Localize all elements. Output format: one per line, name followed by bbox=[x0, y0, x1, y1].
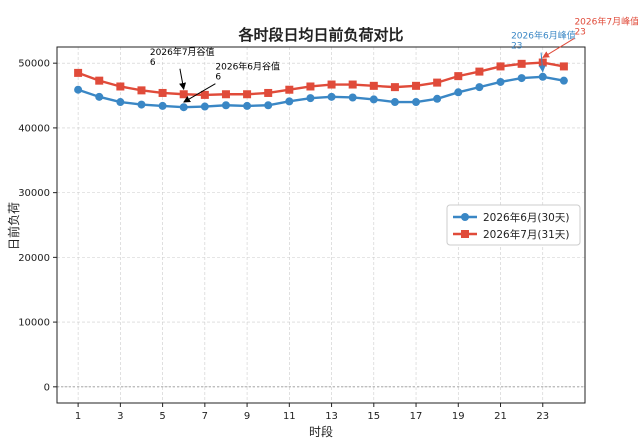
series-1-point bbox=[285, 97, 294, 106]
legend: 2026年6月(30天) 2026年7月(31天) bbox=[446, 204, 581, 246]
series-1-point bbox=[95, 92, 104, 101]
legend-entry: 2026年7月(31天) bbox=[483, 228, 569, 241]
y-axis-label: 日前负荷 bbox=[6, 202, 21, 250]
annotation-arrow bbox=[538, 52, 546, 73]
series-1-point bbox=[454, 88, 463, 97]
series-2-point bbox=[496, 62, 505, 71]
series-1-point bbox=[327, 92, 336, 101]
y-tick-label: 30000 bbox=[18, 188, 50, 199]
series-2-point bbox=[390, 83, 399, 92]
series-1-point bbox=[517, 74, 526, 83]
series-2-point bbox=[137, 86, 146, 95]
y-tick-label: 10000 bbox=[18, 318, 50, 329]
annotation-value: 6 bbox=[215, 73, 221, 83]
series-2-point bbox=[243, 90, 252, 99]
annotation-value: 23 bbox=[511, 42, 522, 52]
plot-frame bbox=[56, 46, 586, 404]
x-tick-label: 15 bbox=[367, 411, 380, 422]
x-tick-label: 23 bbox=[536, 411, 549, 422]
x-tick-label: 7 bbox=[202, 411, 208, 422]
x-tick-label: 21 bbox=[494, 411, 507, 422]
legend-swatch-marker bbox=[461, 230, 469, 238]
series-2-point bbox=[538, 58, 547, 67]
annotation-label: 2026年6月峰值 bbox=[511, 30, 576, 42]
series-2-point bbox=[74, 68, 83, 77]
series-2-point bbox=[264, 88, 273, 97]
series-1-point bbox=[390, 98, 399, 107]
series-1-point bbox=[179, 103, 188, 112]
annotation-arrow bbox=[183, 83, 216, 103]
series-1-point bbox=[306, 94, 315, 103]
series-1-point bbox=[158, 101, 167, 110]
series-1-point bbox=[221, 101, 230, 110]
series-1-point bbox=[433, 94, 442, 103]
series-2-point bbox=[559, 62, 568, 71]
series-1-point bbox=[137, 100, 146, 109]
series-2-point bbox=[454, 72, 463, 81]
series-1-point bbox=[496, 77, 505, 86]
series-2-point bbox=[475, 67, 484, 76]
chart-title: 各时段日均日前负荷对比 bbox=[237, 26, 403, 44]
legend-swatch-marker bbox=[461, 213, 469, 221]
y-tick-label: 20000 bbox=[18, 253, 50, 264]
annotation-label: 2026年7月峰值 bbox=[574, 15, 638, 27]
grid bbox=[57, 47, 585, 403]
series-2-point bbox=[433, 78, 442, 87]
series-1-point bbox=[116, 98, 125, 107]
legend-box bbox=[446, 204, 581, 246]
series-1-point bbox=[200, 102, 209, 111]
y-tick-label: 40000 bbox=[18, 123, 50, 134]
series-2-point bbox=[517, 59, 526, 68]
series-1-point bbox=[74, 85, 83, 94]
axes: 1 3 5 7 9 11 13 15 17 19 21 23010000200003000040000… bbox=[18, 46, 586, 422]
series-2-point bbox=[200, 90, 209, 99]
x-tick-label: 13 bbox=[325, 411, 338, 422]
series-2-point bbox=[327, 80, 336, 89]
series-2-point bbox=[306, 82, 315, 91]
series-2-point bbox=[179, 90, 188, 99]
annotation-label: 2026年7月谷值 bbox=[150, 46, 215, 58]
series-2-point bbox=[369, 81, 378, 90]
series-2-point bbox=[348, 80, 357, 89]
series-2-point bbox=[158, 88, 167, 97]
x-axis-label: 时段 bbox=[309, 424, 333, 439]
annotation-value: 6 bbox=[150, 58, 156, 68]
x-tick-label: 1 bbox=[75, 411, 81, 422]
series-2-point bbox=[95, 76, 104, 85]
series-1-point bbox=[559, 76, 568, 85]
annotation-label: 2026年6月谷值 bbox=[215, 61, 280, 73]
series-2-point bbox=[116, 82, 125, 91]
y-tick-label: 50000 bbox=[18, 59, 50, 70]
x-tick-label: 5 bbox=[159, 411, 165, 422]
series-2-point bbox=[221, 90, 230, 99]
series-2-point bbox=[412, 81, 421, 90]
x-tick-label: 9 bbox=[244, 411, 250, 422]
series-1-point bbox=[348, 93, 357, 102]
series-1-point bbox=[369, 95, 378, 104]
annotation-arrow bbox=[179, 68, 187, 90]
series-1-point bbox=[538, 72, 547, 81]
x-tick-label: 3 bbox=[117, 411, 123, 422]
series-2-point bbox=[285, 85, 294, 94]
annotation-arrow bbox=[542, 37, 575, 58]
data-series bbox=[74, 58, 568, 112]
series-1-point bbox=[264, 101, 273, 110]
x-tick-label: 17 bbox=[410, 411, 423, 422]
x-tick-label: 19 bbox=[452, 411, 465, 422]
x-tick-label: 11 bbox=[283, 411, 296, 422]
annotation-value: 23 bbox=[574, 27, 585, 37]
series-1-point bbox=[243, 101, 252, 110]
legend-entry: 2026年6月(30天) bbox=[483, 211, 569, 224]
series-1-point bbox=[412, 98, 421, 107]
y-tick-label: 0 bbox=[44, 382, 50, 393]
series-1-point bbox=[475, 83, 484, 92]
